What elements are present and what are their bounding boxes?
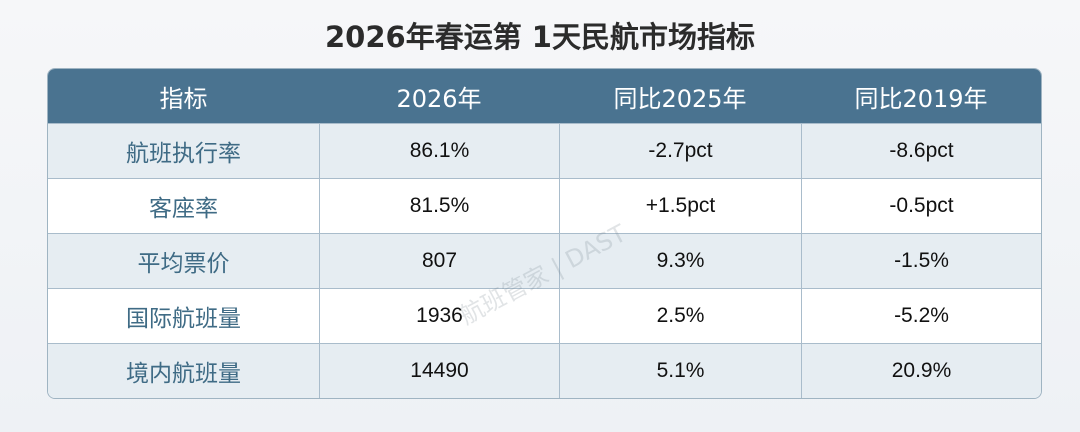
table-row: 境内航班量 14490 5.1% 20.9%: [48, 343, 1041, 398]
table-cell: 9.3%: [559, 233, 801, 288]
table-cell: 20.9%: [801, 343, 1041, 398]
table-cell: 81.5%: [319, 178, 559, 233]
table-row: 客座率 81.5% +1.5pct -0.5pct: [48, 178, 1041, 233]
column-header: 2026年: [319, 69, 559, 123]
row-label: 平均票价: [48, 233, 319, 288]
table-body: 航班执行率 86.1% -2.7pct -8.6pct 客座率 81.5% +1.5pct -…: [48, 123, 1041, 398]
table-cell: 86.1%: [319, 123, 559, 178]
row-label: 航班执行率: [48, 123, 319, 178]
column-header: 同比2019年: [801, 69, 1041, 123]
table-cell: -0.5pct: [801, 178, 1041, 233]
table-row: 航班执行率 86.1% -2.7pct -8.6pct: [48, 123, 1041, 178]
header-row: 指标 2026年 同比2025年 同比2019年: [48, 69, 1041, 123]
table-cell: +1.5pct: [559, 178, 801, 233]
table-cell: -2.7pct: [559, 123, 801, 178]
title: 2026年春运第 1天民航市场指标: [325, 20, 755, 54]
table-cell: 1936: [319, 288, 559, 343]
row-label: 国际航班量: [48, 288, 319, 343]
column-header: 指标: [48, 69, 319, 123]
table-cell: 14490: [319, 343, 559, 398]
table-cell: -8.6pct: [801, 123, 1041, 178]
table-cell: 2.5%: [559, 288, 801, 343]
table-row: 平均票价 807 9.3% -1.5%: [48, 233, 1041, 288]
row-label: 境内航班量: [48, 343, 319, 398]
table-cell: -5.2%: [801, 288, 1041, 343]
table-cell: 807: [319, 233, 559, 288]
data-table: 指标 2026年 同比2025年 同比2019年 航班执行率 86.1% -2.7pct -…: [47, 68, 1042, 399]
table-cell: 5.1%: [559, 343, 801, 398]
table-cell: -1.5%: [801, 233, 1041, 288]
row-label: 客座率: [48, 178, 319, 233]
table-row: 国际航班量 1936 2.5% -5.2%: [48, 288, 1041, 343]
column-header: 同比2025年: [559, 69, 801, 123]
